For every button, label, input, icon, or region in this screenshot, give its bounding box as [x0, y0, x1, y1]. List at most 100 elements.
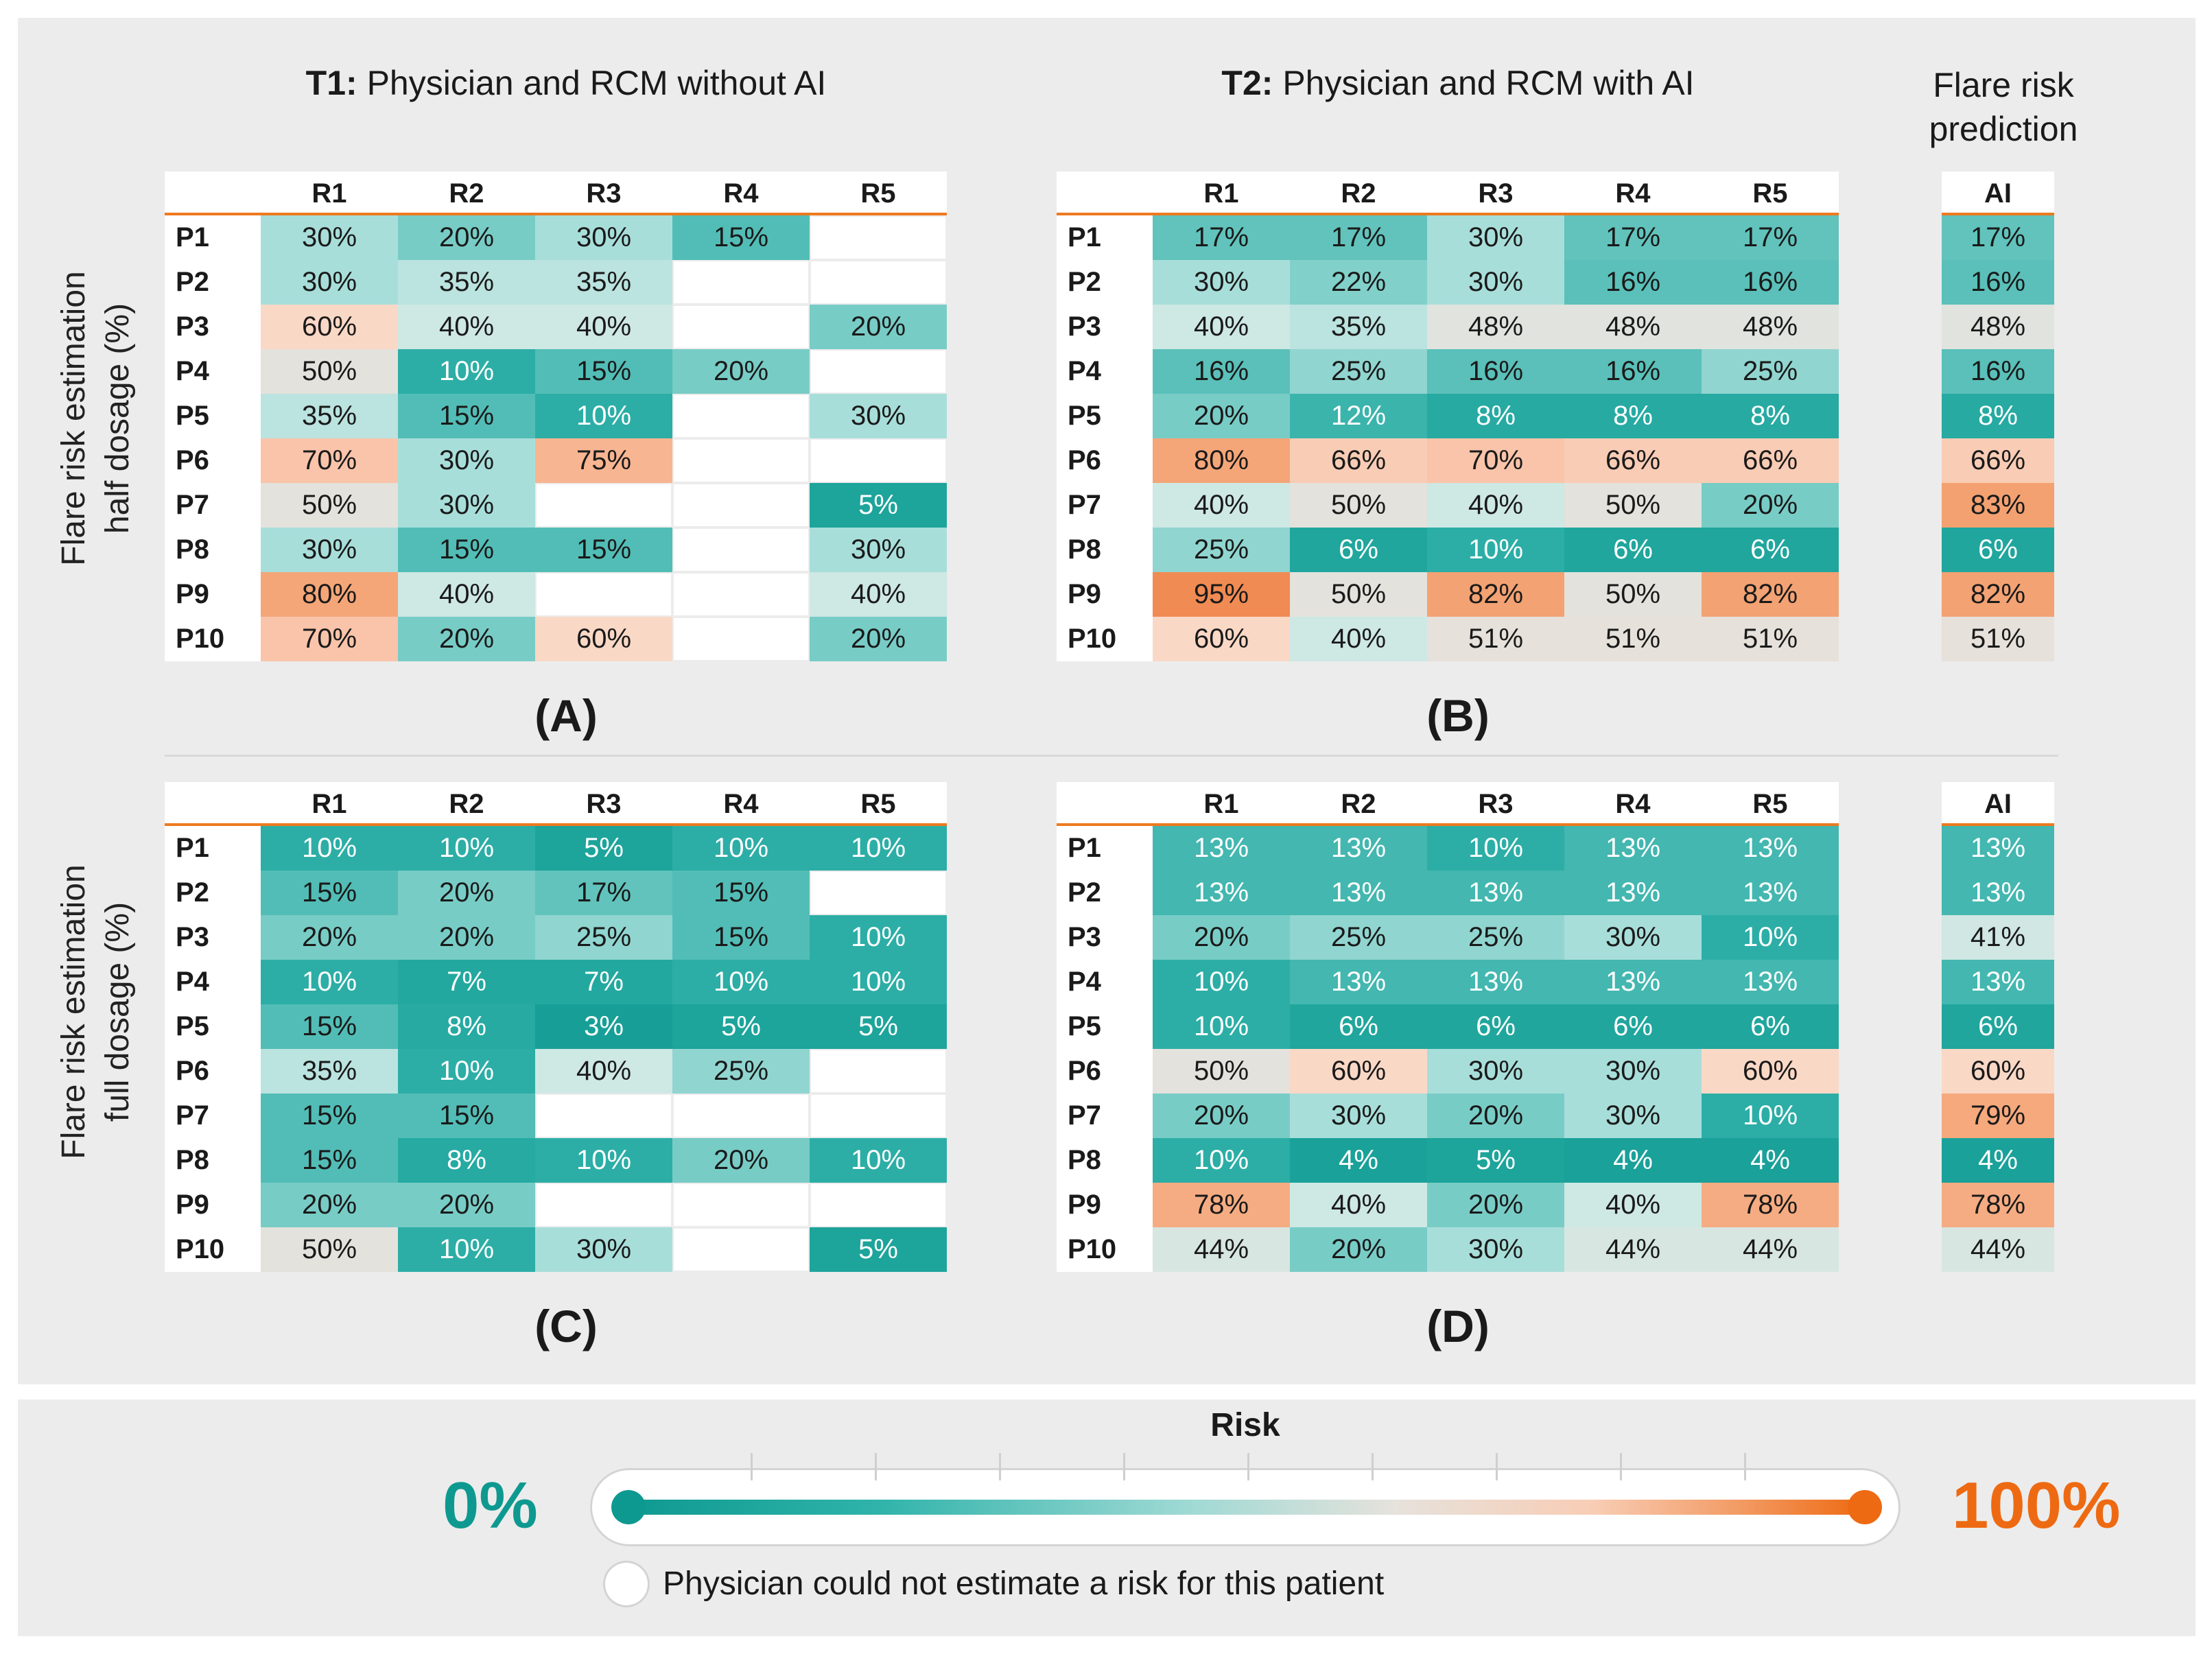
- heatmap-cell: 25%: [1427, 915, 1564, 960]
- row-label: P6: [1057, 1049, 1153, 1094]
- heatmap-cell: 15%: [261, 1094, 398, 1138]
- header-corner: [165, 782, 261, 826]
- heatmap-cell: 40%: [1290, 1183, 1427, 1227]
- heatmap-cell: 40%: [398, 572, 535, 617]
- heatmap-cell: 4%: [1290, 1138, 1427, 1183]
- risk-scale-tick: [999, 1453, 1001, 1480]
- heatmap-cell: [672, 572, 810, 617]
- heatmap-cell: 48%: [1942, 305, 2054, 349]
- heatmap-cell: 30%: [1427, 1227, 1564, 1272]
- t1-title: T1: Physician and RCM without AI: [305, 64, 827, 102]
- heatmap-cell: [672, 438, 810, 483]
- heatmap-cell: 10%: [1153, 1004, 1290, 1049]
- heatmap-cell: [810, 215, 947, 260]
- panel-label-D: (D): [1426, 1301, 1490, 1351]
- heatmap-cell: 8%: [1564, 394, 1702, 438]
- heatmap-A: R1 R2 R3 R4 R5 P1 30% 20% 30% 15% P2 30% 35% 35% P3 60%…: [165, 172, 947, 661]
- heatmap-cell: 20%: [1290, 1227, 1427, 1272]
- risk-scale-tick: [875, 1453, 877, 1480]
- heatmap-cell: 6%: [1942, 528, 2054, 572]
- heatmap-cell: 10%: [1702, 1094, 1839, 1138]
- row-label: P2: [1057, 871, 1153, 915]
- heatmap-cell: 15%: [261, 871, 398, 915]
- heatmap-cell: 15%: [398, 528, 535, 572]
- heatmap-cell: 6%: [1290, 1004, 1427, 1049]
- heatmap-cell: 13%: [1942, 960, 2054, 1004]
- heatmap-cell: 50%: [261, 1227, 398, 1272]
- row-label: P2: [165, 871, 261, 915]
- row-label: P6: [165, 1049, 261, 1094]
- column-header: AI: [1942, 782, 2054, 826]
- heatmap-cell: [672, 483, 810, 528]
- row-label: P5: [165, 1004, 261, 1049]
- heatmap-cell: 50%: [1564, 483, 1702, 528]
- heatmap-cell: 13%: [1702, 960, 1839, 1004]
- heatmap-cell: 60%: [1702, 1049, 1839, 1094]
- column-header: R4: [1564, 172, 1702, 215]
- heatmap-cell: [672, 394, 810, 438]
- heatmap-cell: 16%: [1564, 349, 1702, 394]
- heatmap-cell: 5%: [810, 483, 947, 528]
- heatmap-cell: 51%: [1564, 617, 1702, 661]
- risk-scale-tick: [1123, 1453, 1125, 1480]
- heatmap-cell: 40%: [1427, 483, 1564, 528]
- heatmap-cell: 50%: [261, 483, 398, 528]
- heatmap-cell: 5%: [810, 1004, 947, 1049]
- heatmap-cell: 10%: [398, 826, 535, 871]
- row-label: P1: [165, 215, 261, 260]
- heatmap-cell: 10%: [810, 915, 947, 960]
- heatmap-cell: 25%: [1153, 528, 1290, 572]
- column-header: R5: [810, 782, 947, 826]
- heatmap-cell: 10%: [810, 1138, 947, 1183]
- heatmap-cell: 10%: [810, 826, 947, 871]
- heatmap-cell: 66%: [1290, 438, 1427, 483]
- heatmap-B: R1 R2 R3 R4 R5 P1 17% 17% 30% 17% 17% P2 30% 22% 30% 16…: [1057, 172, 1839, 661]
- heatmap-cell: 6%: [1942, 1004, 2054, 1049]
- heatmap-cell: 13%: [1290, 960, 1427, 1004]
- heatmap-cell: 30%: [535, 1227, 672, 1272]
- column-header: R3: [535, 782, 672, 826]
- risk-gradient-bar: [628, 1500, 1865, 1515]
- heatmap-cell: [672, 528, 810, 572]
- row-label: P8: [165, 1138, 261, 1183]
- heatmap-cell: 8%: [1942, 394, 2054, 438]
- header-corner: [1057, 782, 1153, 826]
- heatmap-cell: 3%: [535, 1004, 672, 1049]
- heatmap-cell: 35%: [261, 394, 398, 438]
- heatmap-cell: 30%: [1290, 1094, 1427, 1138]
- heatmap-cell: 10%: [398, 1049, 535, 1094]
- heatmap-cell: 66%: [1702, 438, 1839, 483]
- heatmap-cell: 7%: [535, 960, 672, 1004]
- heatmap-cell: 13%: [1702, 826, 1839, 871]
- heatmap-cell: [535, 483, 672, 528]
- legend-high-label: 100%: [1952, 1469, 2121, 1542]
- heatmap-cell: 4%: [1702, 1138, 1839, 1183]
- heatmap-cell: [672, 305, 810, 349]
- heatmap-cell: 6%: [1564, 528, 1702, 572]
- row-label: P10: [1057, 617, 1153, 661]
- row-label: P4: [1057, 349, 1153, 394]
- row-label: P3: [165, 305, 261, 349]
- column-header: R4: [672, 782, 810, 826]
- heatmap-cell: 60%: [1942, 1049, 2054, 1094]
- heatmap-cell: 10%: [1427, 826, 1564, 871]
- heatmap-cell: 20%: [1702, 483, 1839, 528]
- heatmap-cell: 41%: [1942, 915, 2054, 960]
- heatmap-cell: 15%: [261, 1004, 398, 1049]
- heatmap-cell: 10%: [535, 1138, 672, 1183]
- heatmap-ai-top: AI 17% 16% 48% 16% 8% 66% 83% 6% 82% 51%: [1942, 172, 2054, 661]
- ai-title: Flare risk prediction: [1929, 66, 2078, 148]
- column-header: R4: [672, 172, 810, 215]
- row-label: P7: [1057, 1094, 1153, 1138]
- heatmap-cell: 70%: [261, 438, 398, 483]
- heatmap-cell: 20%: [810, 305, 947, 349]
- heatmap-cell: 70%: [261, 617, 398, 661]
- heatmap-cell: [810, 349, 947, 394]
- header-underline: [1942, 213, 2054, 215]
- heatmap-cell: 40%: [535, 305, 672, 349]
- row-label: P7: [165, 1094, 261, 1138]
- heatmap-cell: 20%: [398, 915, 535, 960]
- heatmap-cell: 22%: [1290, 260, 1427, 305]
- heatmap-cell: 10%: [1427, 528, 1564, 572]
- heatmap-cell: 5%: [535, 826, 672, 871]
